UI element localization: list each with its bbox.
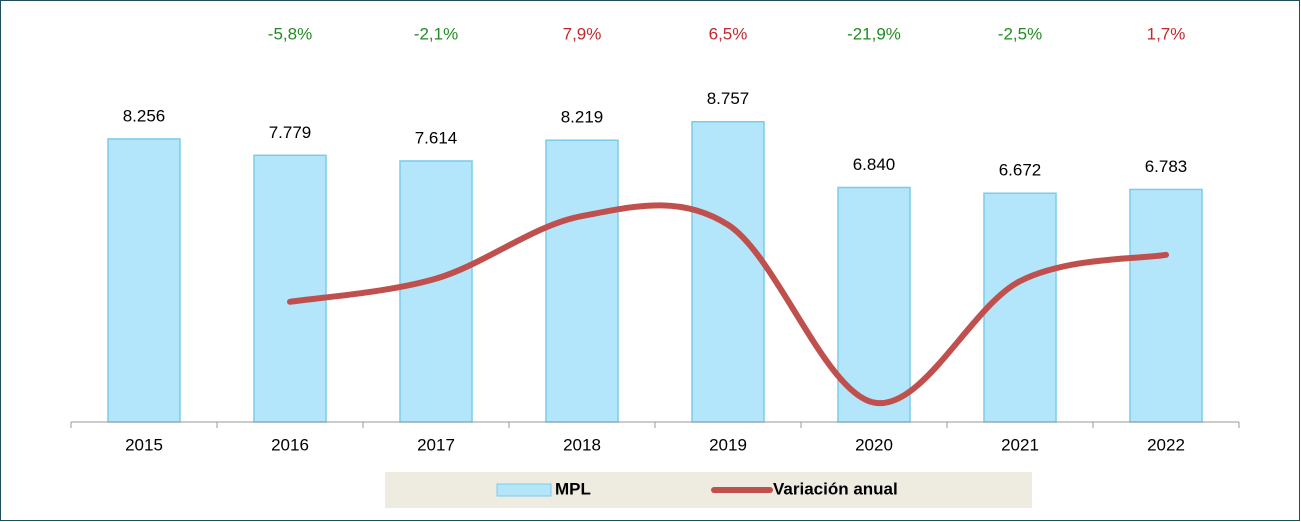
x-tick-label: 2022	[1147, 435, 1185, 454]
bar-value-label: 8.219	[561, 108, 604, 127]
line	[287, 202, 1169, 406]
bar	[107, 138, 181, 423]
bar-value-label: 6.783	[1145, 157, 1188, 176]
bar-value-label: 6.672	[999, 161, 1042, 180]
x-tick-label: 2020	[855, 435, 893, 454]
legend-label: MPL	[555, 479, 591, 498]
bar-value-label: 7.779	[269, 123, 312, 142]
x-tick-label: 2015	[125, 435, 163, 454]
change-label: 6,5%	[709, 24, 748, 43]
x-tick-label: 2018	[563, 435, 601, 454]
bar-value-label: 6.840	[853, 155, 896, 174]
change-label: -2,1%	[414, 24, 458, 43]
bar	[545, 139, 619, 423]
legend-box	[385, 472, 1032, 508]
change-label: -2,5%	[998, 24, 1042, 43]
bar	[399, 160, 473, 423]
legend-swatch	[496, 483, 552, 497]
bar	[983, 192, 1057, 423]
legend-label: Variación anual	[773, 479, 898, 498]
bar	[253, 154, 327, 423]
bar-value-label: 8.757	[707, 89, 750, 108]
change-label: 1,7%	[1147, 24, 1186, 43]
bar	[837, 186, 911, 423]
change-label: -5,8%	[268, 24, 312, 43]
change-label: -21,9%	[847, 24, 901, 43]
bar-value-label: 8.256	[123, 106, 166, 125]
x-tick-label: 2016	[271, 435, 309, 454]
x-tick-label: 2017	[417, 435, 455, 454]
bar-value-label: 7.614	[415, 128, 458, 147]
change-label: 7,9%	[563, 24, 602, 43]
x-tick-label: 2019	[709, 435, 747, 454]
x-tick-label: 2021	[1001, 435, 1039, 454]
bar	[691, 121, 765, 423]
bar	[1129, 188, 1203, 423]
